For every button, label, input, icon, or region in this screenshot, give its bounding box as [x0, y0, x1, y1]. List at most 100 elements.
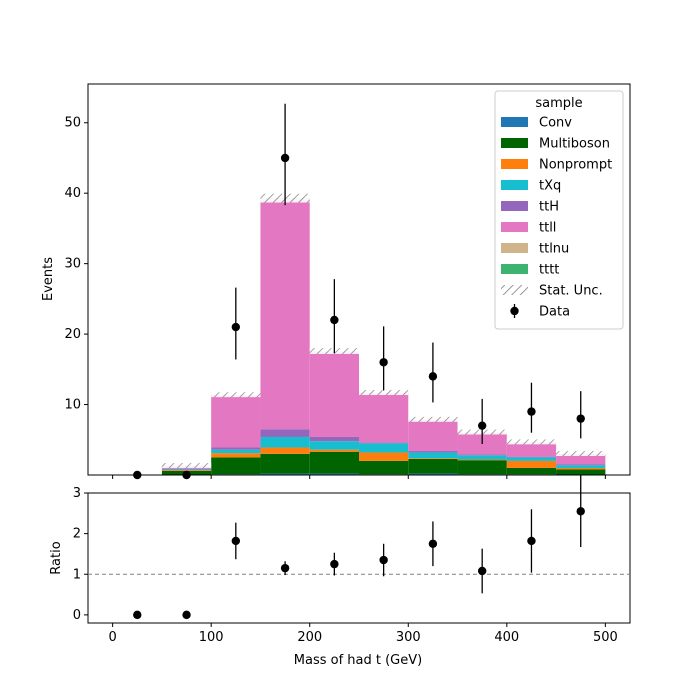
ratio-point-4 [330, 559, 339, 569]
xtick-label-400: 400 [494, 630, 519, 645]
stack-bar-multiboson-7 [457, 460, 507, 475]
legend-swatch-ttlnu [501, 243, 528, 253]
xtick-label-300: 300 [396, 630, 421, 645]
data-point-3 [280, 153, 290, 163]
stack-bar-txq-8 [506, 457, 557, 461]
stack-bar-multiboson-9 [556, 469, 606, 475]
stack-bar-nonprompt-1 [161, 470, 212, 471]
data-point-6 [428, 372, 438, 381]
ratio-point-7 [477, 566, 487, 576]
ratio-axes-frame [87, 492, 631, 624]
legend-label-nonprompt: Nonprompt [539, 158, 612, 173]
ratio-ytick-label-0: 0 [73, 608, 81, 623]
ratio-panel: 0 1 2 3 0 100 200 300 400 500 [73, 475, 631, 645]
stack-bar-nonprompt-2 [211, 453, 261, 458]
legend-label-ttll: ttll [539, 221, 556, 236]
legend-label-txq: tXq [539, 179, 561, 194]
stat-unc-band-8 [506, 439, 557, 445]
stat-unc-band-5 [359, 390, 409, 396]
stack-bar-txq-7 [457, 455, 507, 460]
data-point-4 [330, 315, 339, 325]
main-ytick-label-40: 40 [64, 186, 81, 201]
legend-swatch-nonprompt [501, 159, 528, 169]
data-point-7 [477, 421, 487, 430]
stack-bar-ttll-2 [211, 395, 261, 448]
y-axis-label-ratio: Ratio [49, 541, 64, 574]
stack-bar-multiboson-2 [211, 457, 261, 475]
stack-bar-tth-6 [408, 451, 458, 453]
stack-bar-multiboson-3 [260, 453, 310, 474]
legend-swatch-multiboson [501, 138, 528, 148]
data-point-2 [231, 322, 241, 332]
legend-label-stat-unc: Stat. Unc. [539, 284, 603, 299]
stack-bar-txq-2 [211, 449, 261, 454]
stack-bar-ttll-3 [260, 200, 310, 430]
ratio-ytick-label-2: 2 [73, 527, 81, 542]
stack-bar-tth-2 [211, 447, 261, 450]
stack-bar-tth-8 [506, 456, 557, 458]
ratio-ytick-label-1: 1 [73, 567, 81, 582]
main-axes-frame [87, 83, 631, 476]
data-point-8 [527, 407, 536, 416]
main-ytick-label-50: 50 [64, 116, 81, 131]
stack-bar-multiboson-4 [309, 451, 359, 474]
legend-swatch-tth [501, 201, 528, 211]
legend: sample Conv Multiboson Nonprompt tXq ttH ttll t… [494, 90, 624, 330]
stack-bar-tth-1 [161, 468, 212, 470]
stack-bar-tth-5 [359, 442, 409, 444]
ratio-point-5 [379, 555, 388, 565]
stack-bar-tth-9 [556, 464, 606, 466]
legend-swatch-stat-unc [501, 285, 528, 295]
legend-swatch-tttt [501, 264, 528, 274]
stat-unc-band-9 [556, 451, 606, 456]
stack-bar-tth-3 [260, 429, 310, 437]
ratio-point-6 [428, 539, 438, 548]
legend-label-tth: ttH [539, 200, 559, 215]
xtick-label-500: 500 [593, 630, 618, 645]
stack-bar-txq-4 [309, 441, 359, 450]
stack-bar-ttll-4 [309, 351, 359, 437]
stack-bar-tth-4 [309, 436, 359, 442]
stack-bar-conv-6 [408, 473, 458, 475]
ratio-point-3 [280, 563, 290, 573]
xtick-label-0: 0 [108, 630, 116, 645]
legend-label-tttt: tttt [539, 263, 559, 278]
stack-bar-txq-3 [260, 436, 310, 448]
stack-bar-conv-4 [309, 473, 359, 475]
stack-bar-tth-7 [457, 454, 507, 456]
stat-unc-band-1 [161, 463, 212, 468]
ratio-point-9 [576, 507, 585, 516]
stack-bar-nonprompt-9 [556, 467, 606, 470]
legend-label-ttlnu: ttlnu [539, 242, 569, 257]
ratio-point-0 [133, 610, 142, 620]
y-axis-label-main: Events [41, 257, 56, 301]
data-point-9 [576, 414, 585, 423]
stack-bar-ttll-5 [359, 393, 409, 443]
stack-bar-nonprompt-5 [359, 452, 409, 461]
stack-bar-nonprompt-6 [408, 458, 458, 459]
main-ytick-label-20: 20 [64, 327, 81, 342]
legend-swatch-ttll [501, 222, 528, 232]
legend-label-multiboson: Multiboson [539, 137, 610, 152]
ratio-point-2 [231, 536, 241, 546]
stat-unc-band-2 [211, 392, 261, 398]
data-point-5 [379, 358, 388, 367]
stack-bar-multiboson-5 [359, 460, 409, 475]
stack-bar-ttll-9 [556, 453, 606, 465]
stack-bar-nonprompt-3 [260, 447, 310, 454]
stat-unc-band-6 [408, 416, 458, 422]
legend-label-data: Data [539, 305, 570, 320]
stack-bar-ttll-8 [506, 442, 557, 457]
stack-bar-nonprompt-7 [457, 459, 507, 461]
legend-title: sample [535, 96, 582, 111]
stack-bar-nonprompt-4 [309, 449, 359, 452]
legend-swatch-txq [501, 180, 528, 190]
legend-swatch-conv [501, 117, 528, 127]
stack-bar-txq-6 [408, 452, 458, 459]
ratio-ytick-label-3: 3 [73, 486, 81, 501]
ratio-point-1 [182, 610, 191, 620]
legend-label-conv: Conv [539, 116, 572, 131]
stack-bar-nonprompt-8 [506, 460, 557, 468]
stack-bar-ttll-6 [408, 420, 458, 452]
